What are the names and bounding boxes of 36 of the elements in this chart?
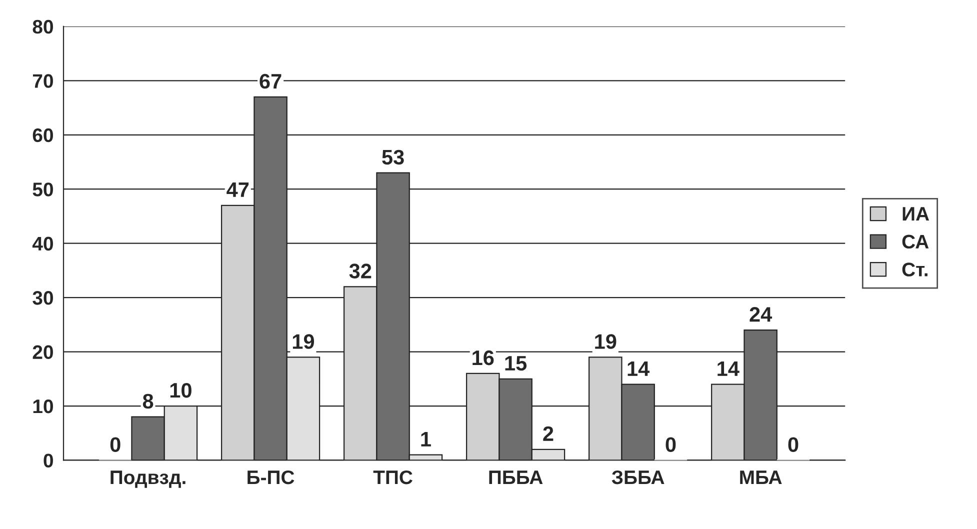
data-label: 1 — [421, 432, 431, 446]
data-label: 8 — [142, 394, 154, 409]
data-label: 15 — [505, 356, 527, 371]
y-tick-label: 10 — [33, 399, 53, 414]
data-label: 67 — [260, 74, 282, 89]
data-label: 14 — [628, 361, 650, 376]
data-label: 14 — [718, 361, 740, 376]
x-tick-label: ТПС — [373, 470, 412, 484]
data-label: 2 — [543, 426, 554, 441]
y-tick-label: 40 — [32, 236, 53, 251]
y-tick-label: 50 — [32, 182, 53, 196]
x-tick-label: ПББА — [489, 470, 543, 484]
data-label: 0 — [666, 437, 676, 452]
data-label: 0 — [788, 437, 798, 452]
data-label: 16 — [472, 350, 494, 366]
x-tick-label: Подвзд. — [110, 470, 186, 488]
y-tick-label: 20 — [32, 345, 53, 360]
legend-label: Ст. — [902, 262, 928, 276]
data-label: 53 — [382, 150, 404, 165]
y-tick-label: 70 — [32, 74, 53, 88]
y-tick-label: 60 — [32, 128, 53, 142]
y-tick-label: 30 — [32, 291, 53, 305]
x-tick-label: ЗББА — [612, 470, 664, 484]
x-tick-label: МБА — [740, 470, 782, 484]
y-tick-label: 0 — [44, 454, 53, 468]
data-label: 19 — [595, 334, 616, 349]
legend-label: СА — [902, 234, 929, 249]
data-label: 0 — [110, 437, 120, 452]
data-label: 47 — [226, 182, 249, 197]
data-label: 32 — [349, 264, 372, 278]
legend-label: ИА — [902, 207, 930, 221]
y-tick-label: 80 — [32, 20, 53, 34]
x-tick-label: Б-ПС — [248, 470, 294, 484]
data-label: 10 — [170, 382, 192, 398]
data-label: 19 — [292, 334, 314, 349]
data-label: 24 — [750, 307, 772, 322]
